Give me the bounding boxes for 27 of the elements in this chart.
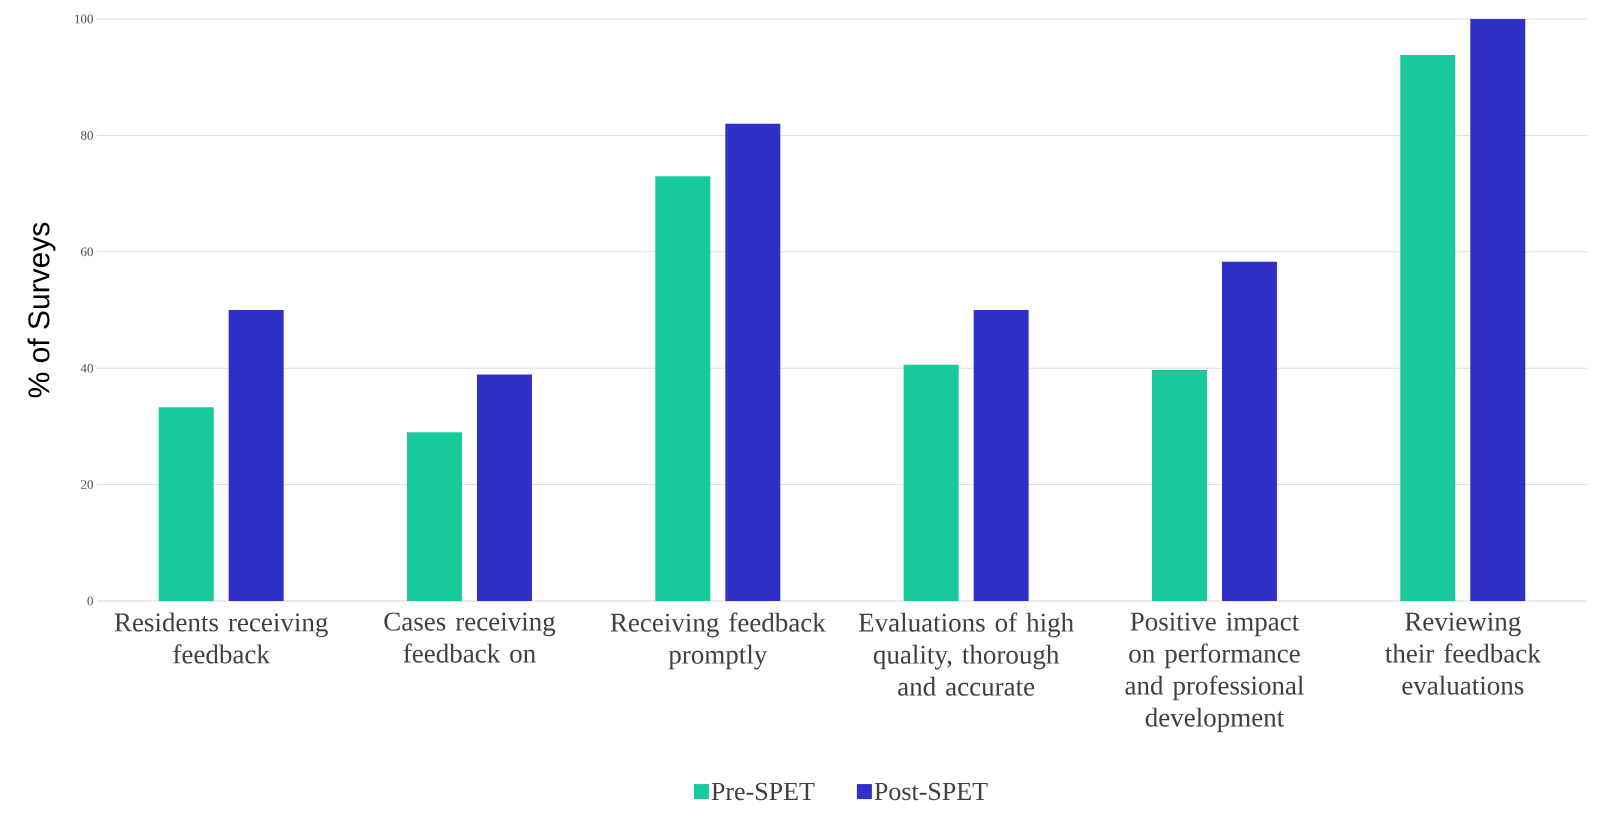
bar <box>406 432 462 601</box>
y-tick-label: 80 <box>80 131 93 140</box>
legend-label: Post-SPET <box>874 782 988 801</box>
y-axis-title: % of Surveys <box>27 222 56 398</box>
y-tick-label: 100 <box>75 14 93 24</box>
legend-label: Pre-SPET <box>711 782 815 801</box>
x-tick-label: Reviewing their feedback evaluations <box>1385 612 1541 695</box>
x-tick-label: Residents receiving feedback <box>114 612 328 664</box>
x-tick-label: Positive impact on performance and professional development <box>1125 612 1304 733</box>
bar <box>1151 369 1207 601</box>
bar <box>725 123 781 601</box>
bar <box>1400 55 1456 601</box>
y-tick-label: 40 <box>80 363 93 373</box>
x-tick-label: Evaluations of high quality, thorough and accurate <box>858 612 1074 696</box>
bar <box>1221 261 1277 601</box>
x-tick-label: Receiving feedback promptly <box>610 612 826 670</box>
y-tick-label: 20 <box>81 480 93 489</box>
bar <box>903 364 959 601</box>
bar <box>158 407 214 601</box>
bar <box>476 374 532 601</box>
bar <box>228 310 284 601</box>
x-tick-label: Cases receiving feedback on <box>384 612 556 663</box>
bar <box>973 310 1029 601</box>
y-tick-label: 60 <box>81 247 93 257</box>
bar <box>655 176 711 601</box>
bar <box>1470 18 1526 601</box>
y-tick-label: 0 <box>87 596 93 606</box>
